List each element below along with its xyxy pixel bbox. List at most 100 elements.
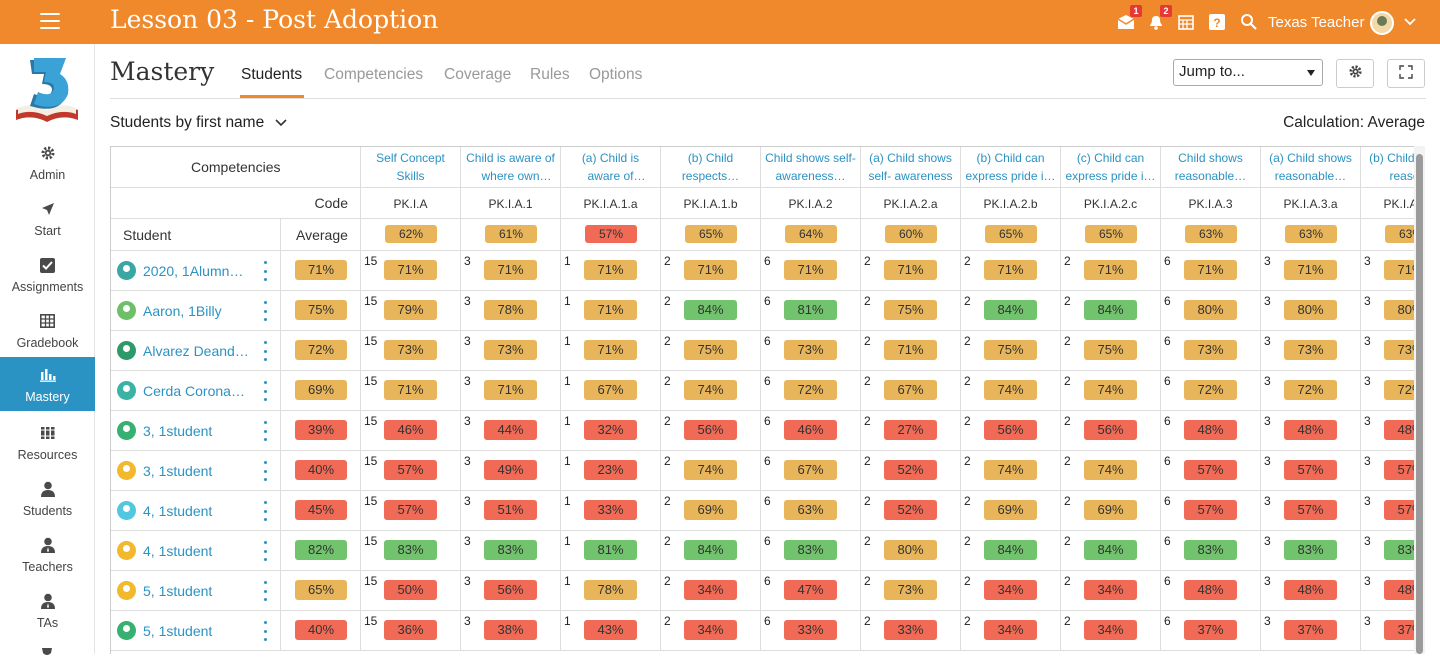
score-cell[interactable]: 3 83% [461,531,561,571]
more-options-icon[interactable] [261,581,269,601]
student-name-link[interactable]: Aaron, 1Billy [143,303,222,319]
score-cell[interactable]: 6 63% [761,491,861,531]
score-cell[interactable]: 2 56% [1061,411,1161,451]
score-cell[interactable]: 1 32% [561,411,661,451]
more-options-icon[interactable] [261,341,269,361]
score-cell[interactable]: 6 73% [761,331,861,371]
score-cell[interactable]: 3 57% [1261,451,1361,491]
score-cell[interactable]: 3 37% [1261,611,1361,651]
score-cell[interactable]: 2 67% [861,371,961,411]
score-cell[interactable]: 2 34% [1061,611,1161,651]
competency-column-header[interactable]: (b) Child shows reaso… [1361,147,1414,188]
student-name-link[interactable]: 4, 1student [143,543,213,559]
score-cell[interactable]: 2 27% [861,411,961,451]
sidebar-item-tas[interactable]: TAs [0,588,95,642]
score-cell[interactable]: 2 71% [961,251,1061,291]
student-name-link[interactable]: Cerda Coronado… [143,383,251,399]
sidebar-item-resources[interactable]: Resources [0,420,95,474]
score-cell[interactable]: 2 84% [1061,531,1161,571]
sidebar-item-students[interactable]: Students [0,476,95,530]
score-cell[interactable]: 2 34% [961,611,1061,651]
competency-column-header[interactable]: (a) Child shows self- awareness [861,147,961,188]
score-cell[interactable]: 3 57% [1261,491,1361,531]
score-cell[interactable]: 3 37% [1361,611,1414,651]
score-cell[interactable]: 6 80% [1161,291,1261,331]
score-cell[interactable]: 2 74% [661,451,761,491]
menu-icon[interactable] [40,13,60,29]
score-cell[interactable]: 1 71% [561,291,661,331]
score-cell[interactable]: 2 71% [1061,251,1161,291]
student-name-link[interactable]: Alvarez Deanda,… [143,343,251,359]
more-options-icon[interactable] [261,261,269,281]
score-cell[interactable]: 3 72% [1361,371,1414,411]
score-cell[interactable]: 15 50% [361,571,461,611]
score-cell[interactable]: 6 73% [1161,331,1261,371]
score-cell[interactable]: 15 57% [361,491,461,531]
score-cell[interactable]: 15 73% [361,331,461,371]
competency-column-header[interactable]: (c) Child can express pride i… [1061,147,1161,188]
score-cell[interactable]: 6 37% [1161,611,1261,651]
score-cell[interactable]: 2 33% [861,611,961,651]
score-cell[interactable]: 2 75% [661,331,761,371]
tab-competencies[interactable]: Competencies [324,66,424,83]
score-cell[interactable]: 6 81% [761,291,861,331]
sidebar-item-gradebook[interactable]: Gradebook [0,308,95,362]
score-cell[interactable]: 2 84% [661,291,761,331]
score-cell[interactable]: 2 71% [661,251,761,291]
student-name-link[interactable]: 4, 1student [143,503,213,519]
score-cell[interactable]: 6 48% [1161,411,1261,451]
score-cell[interactable]: 3 44% [461,411,561,451]
score-cell[interactable]: 6 67% [761,451,861,491]
score-cell[interactable]: 3 78% [461,291,561,331]
fullscreen-button[interactable] [1387,59,1425,88]
score-cell[interactable]: 3 57% [1361,451,1414,491]
jump-to-select[interactable]: Jump to... [1173,59,1323,86]
score-cell[interactable]: 2 84% [961,291,1061,331]
more-options-icon[interactable] [261,461,269,481]
score-cell[interactable]: 3 80% [1361,291,1414,331]
score-cell[interactable]: 1 23% [561,451,661,491]
user-avatar[interactable] [1370,11,1394,35]
score-cell[interactable]: 3 57% [1361,491,1414,531]
score-cell[interactable]: 15 83% [361,531,461,571]
score-cell[interactable]: 3 38% [461,611,561,651]
trophy-icon[interactable] [39,644,55,662]
competency-column-header[interactable]: Child shows reasonable… [1161,147,1261,188]
student-sort-select[interactable]: Students by first name [110,114,287,132]
score-cell[interactable]: 2 75% [961,331,1061,371]
score-cell[interactable]: 3 71% [1261,251,1361,291]
student-name-link[interactable]: 5, 1student [143,623,213,639]
more-options-icon[interactable] [261,421,269,441]
score-cell[interactable]: 2 74% [1061,451,1161,491]
more-options-icon[interactable] [261,501,269,521]
score-cell[interactable]: 6 57% [1161,491,1261,531]
score-cell[interactable]: 3 72% [1261,371,1361,411]
score-cell[interactable]: 1 67% [561,371,661,411]
more-options-icon[interactable] [261,621,269,641]
student-name-link[interactable]: 5, 1student [143,583,213,599]
score-cell[interactable]: 2 75% [1061,331,1161,371]
sidebar-item-mastery[interactable]: Mastery [0,357,95,411]
score-cell[interactable]: 2 71% [861,331,961,371]
tab-options[interactable]: Options [589,66,643,83]
score-cell[interactable]: 2 73% [861,571,961,611]
more-options-icon[interactable] [261,381,269,401]
score-cell[interactable]: 15 79% [361,291,461,331]
score-cell[interactable]: 3 48% [1261,411,1361,451]
score-cell[interactable]: 3 48% [1361,411,1414,451]
score-cell[interactable]: 6 47% [761,571,861,611]
score-cell[interactable]: 2 84% [961,531,1061,571]
score-cell[interactable]: 15 46% [361,411,461,451]
score-cell[interactable]: 1 71% [561,331,661,371]
score-cell[interactable]: 2 80% [861,531,961,571]
score-cell[interactable]: 6 72% [761,371,861,411]
score-cell[interactable]: 2 74% [961,451,1061,491]
competency-column-header[interactable]: Child is aware of where own bod… [461,147,561,188]
score-cell[interactable]: 2 69% [661,491,761,531]
competency-column-header[interactable]: (a) Child is aware of where… [561,147,661,188]
score-cell[interactable]: 3 48% [1361,571,1414,611]
competency-column-header[interactable]: (a) Child shows reasonable… [1261,147,1361,188]
score-cell[interactable]: 2 34% [661,571,761,611]
logo[interactable] [12,54,82,126]
score-cell[interactable]: 2 75% [861,291,961,331]
